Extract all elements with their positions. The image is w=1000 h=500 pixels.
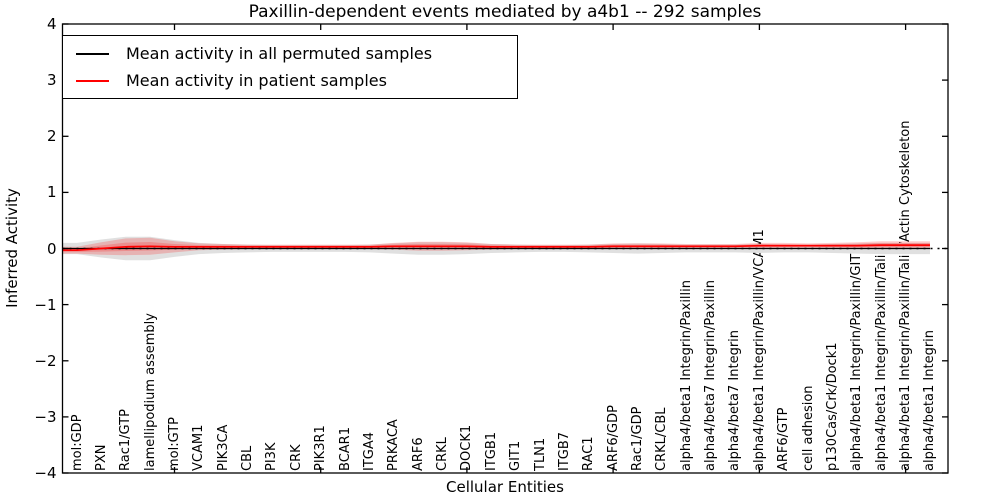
permuted-confidence-band — [62, 236, 930, 261]
legend-label-patient: Mean activity in patient samples — [126, 71, 387, 90]
patient-confidence-band-inner — [62, 242, 930, 252]
patient-line-icon — [76, 79, 109, 82]
y-tick-label: 4 — [46, 15, 57, 33]
x-category-label: PIK3R1 — [313, 425, 329, 471]
x-category-label: alpha4/beta1 Integrin/Paxillin/GIT1 — [849, 245, 865, 471]
x-category-label: ITGA4 — [361, 431, 377, 471]
y-tick-label: −1 — [34, 295, 57, 314]
y-tick-label: 1 — [46, 183, 57, 202]
x-category-label: Rac1/GTP — [118, 409, 134, 471]
y-tick-label: 3 — [46, 71, 57, 90]
patient-mean-line — [62, 244, 930, 252]
x-category-label: Rac1/GDP — [630, 406, 645, 471]
x-category-label: CRK — [288, 444, 304, 471]
x-category-label: CRKL — [435, 437, 451, 471]
x-category-label: mol:GTP — [166, 417, 182, 471]
y-tick-label: −3 — [34, 407, 57, 426]
x-category-label: PIK3CA — [215, 424, 231, 471]
x-category-label: CBL — [240, 445, 256, 471]
x-category-label: alpha4/beta1 Integrin/Paxillin — [678, 279, 694, 471]
y-tick-label: −2 — [34, 351, 57, 370]
x-category-label: PRKACA — [386, 419, 402, 471]
x-category-label: cell adhesion — [800, 385, 816, 471]
legend-label-permuted: Mean activity in all permuted samples — [126, 44, 433, 63]
x-category-label: p130Cas/Crk/Dock1 — [824, 342, 840, 471]
x-category-label: lamellipodium assembly — [142, 313, 158, 471]
x-category-label: TLN1 — [532, 437, 548, 471]
x-category-label: DOCK1 — [459, 424, 475, 471]
x-category-label: ARF6 — [410, 437, 426, 471]
x-category-label: ITGB1 — [483, 431, 499, 471]
x-category-label: alpha4/beta1 Integrin — [922, 329, 938, 471]
x-category-label: GIT1 — [508, 440, 524, 471]
x-category-label: alpha4/beta7 Integrin/Paxillin — [703, 279, 719, 471]
x-category-label: alpha4/beta1 Integrin/Paxillin/Talin/Act… — [898, 120, 914, 471]
y-tick-label: 2 — [46, 127, 57, 146]
x-category-label: alpha4/beta1 Integrin/Paxillin/Talin — [873, 246, 889, 471]
x-category-label: CRKL/CBL — [654, 407, 670, 472]
x-category-label: alpha4/beta1 Integrin/Paxillin/VCAM1 — [751, 229, 767, 471]
x-category-label: ARF6/GTP — [776, 407, 792, 471]
x-category-label: mol:GDP — [69, 414, 85, 471]
x-axis-label: Cellular Entities — [446, 478, 564, 496]
x-category-label: RAC1 — [581, 436, 597, 471]
x-category-label: ARF6/GDP — [605, 405, 621, 471]
chart-title: Paxillin-dependent events mediated by a4… — [248, 2, 762, 22]
legend: Mean activity in all permuted samples Me… — [62, 35, 518, 99]
y-tick-label: −4 — [34, 464, 57, 482]
x-category-label: ITGB7 — [556, 431, 572, 471]
y-axis-label: Inferred Activity — [3, 188, 21, 308]
legend-item-patient: Mean activity in patient samples — [63, 71, 517, 90]
x-category-label: PXN — [93, 444, 109, 471]
y-tick-label: 0 — [46, 239, 57, 258]
legend-item-permuted: Mean activity in all permuted samples — [63, 44, 517, 63]
patient-confidence-band — [62, 237, 930, 256]
x-category-label: PI3K — [264, 442, 280, 471]
permuted-line-icon — [76, 52, 109, 55]
x-category-label: BCAR1 — [337, 427, 353, 471]
x-category-label: alpha4/beta7 Integrin — [727, 329, 743, 471]
x-category-label: VCAM1 — [191, 424, 207, 471]
